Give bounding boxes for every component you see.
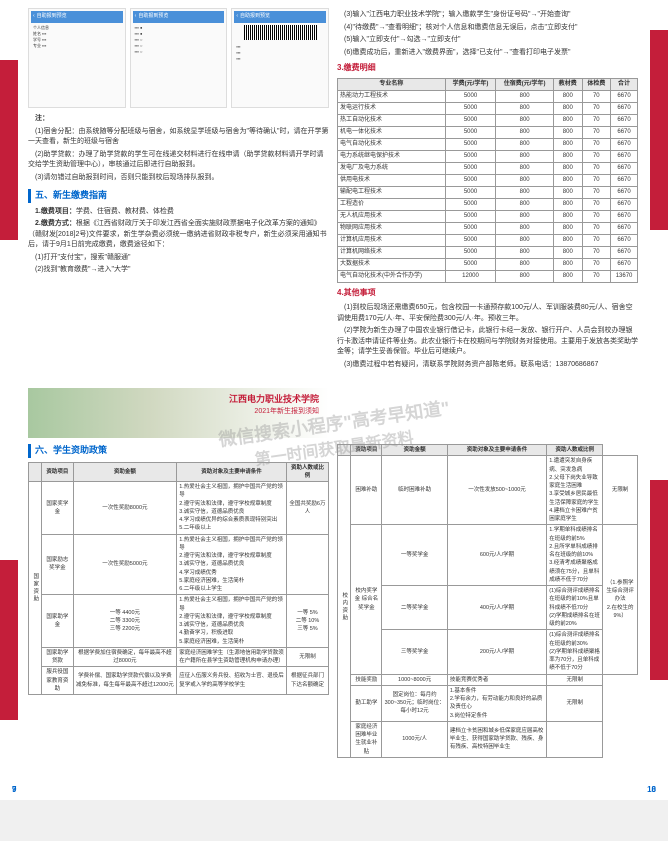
fee-header: 住宿费(元/学年) bbox=[496, 79, 554, 91]
other-2: (2)学院为新生办理了中国农业银行借记卡，此银行卡经一发放、银行开户、人员会到校… bbox=[337, 326, 638, 358]
aid-row: 校内资助困难补助临时困难补助一次性发放500~1000元1.遭遭突发自身疾病、突… bbox=[338, 456, 638, 525]
aid-row: 二等奖学金400元/人/学期(1)综合测评成绩排名在班级的前10%且单科成绩不低… bbox=[338, 586, 638, 630]
aid-row: 校内奖学金 综合名奖学金一等奖学金600元/人/学期1.学期单科成绩排名在班级的… bbox=[338, 525, 638, 586]
aid-row: 国家助学贷款根据学费加住宿费确定，每年最高不超过8000元家庭经济困难学生（生源… bbox=[29, 647, 329, 667]
fee-row: 计算机应用技术5000800800706670 bbox=[338, 235, 638, 247]
header-title: 江西电力职业技术学院 2021年新生报到须知 bbox=[229, 393, 319, 417]
phone-screenshot-2: ‹ 自助报到预览 ▪▪▪ ●▪▪▪ ●▪▪▪ ○▪▪▪ ○▪▪▪ ○ bbox=[130, 8, 228, 108]
red-decoration-left bbox=[0, 60, 18, 240]
red-decoration-right bbox=[650, 480, 668, 680]
back-icon: ‹ bbox=[33, 13, 35, 21]
aid-header: 资助项目 bbox=[42, 462, 73, 482]
section-5-title: 五、新生缴费指南 bbox=[28, 189, 329, 203]
document-container: ‹ 自助报到预览 个人信息姓名 ▪▪▪学号 ▪▪▪专业 ▪▪▪ ‹ 自助报到预览… bbox=[0, 0, 668, 800]
doc-subtitle: 2021年新生报到须知 bbox=[229, 407, 319, 418]
aid-table-left: 资助项目资助金额资助对象及主要申请条件资助人数或比例 国家资助国家奖学金一次性奖… bbox=[28, 462, 329, 696]
phone-screenshot-1: ‹ 自助报到预览 个人信息姓名 ▪▪▪学号 ▪▪▪专业 ▪▪▪ bbox=[28, 8, 126, 108]
page-9: 江西电力职业技术学院 2021年新生报到须知 六、学生资助政策 资助项目资助金额… bbox=[8, 388, 329, 792]
fee-header: 合计 bbox=[611, 79, 638, 91]
other-title: 4.其他事项 bbox=[337, 287, 638, 299]
aid-row: 国家资助国家奖学金一次性奖励8000元1.热爱社会主义祖国，拥护中国共产党的领导… bbox=[29, 482, 329, 535]
phone-header: ‹ 自助报到预览 bbox=[133, 11, 225, 23]
page-spread-9-10: 微信搜索小程序"高考早知道" 第一时间获取最新资料 江西电力职业技术学院 202… bbox=[0, 380, 668, 800]
item-2: 2.缴费方式：根据《江西省财政厅关于印发江西省全面实施财政票据电子化改革方案的通… bbox=[28, 219, 329, 251]
back-icon: ‹ bbox=[236, 13, 238, 21]
fee-header: 学费(元/学年) bbox=[445, 79, 495, 91]
fee-row: 热工自动化技术5000800800706670 bbox=[338, 115, 638, 127]
red-decoration-right bbox=[650, 30, 668, 230]
note-2: (2)助学贷款：办理了助学贷款的学生可在线递交材料进行在线申请（助学贷款材料请开… bbox=[28, 150, 329, 171]
fee-row: 输配电工程技术5000800800706670 bbox=[338, 187, 638, 199]
note-3: (3)请勿错过自助报到时间，否则只能到校后现场排队报到。 bbox=[28, 173, 329, 184]
aid-row: 国家励志奖学金一次性奖励5000元1.热爱社会主义祖国，拥护中国共产党的领导 2… bbox=[29, 534, 329, 595]
fee-row: 机电一体化技术5000800800706670 bbox=[338, 127, 638, 139]
aid-header: 资助金额 bbox=[73, 462, 177, 482]
aid-header: 资助人数或比例 bbox=[286, 462, 328, 482]
step-6: (6)缴费成功后，重新进入"缴费界面"，选择"已支付"→"查看打印电子发票" bbox=[337, 48, 638, 59]
item-1: 1.缴费项目：学费、住宿费、教材费、体检费 bbox=[28, 207, 329, 218]
barcode-icon bbox=[244, 25, 317, 40]
header-image: 江西电力职业技术学院 2021年新生报到须知 bbox=[28, 388, 329, 438]
other-1: (1)到校后现场还需缴费650元，包含校园一卡通预存款100元/人、军训服装费8… bbox=[337, 303, 638, 324]
aid-row: 三等奖学金200元/人/学期(1)综合测评成绩排名在班级的前30% (2)学期单… bbox=[338, 630, 638, 674]
fee-row: 电气自动化技术5000800800706670 bbox=[338, 139, 638, 151]
aid-row: 国家助学金一等 4400元 二等 3300元 三等 2200元1.热爱社会主义祖… bbox=[29, 595, 329, 648]
aid-header: 资助金额 bbox=[382, 445, 447, 456]
aid-row: 勤工助学固定岗位：每月约300~350元；临时岗位：每小时12元1.基本条件 2… bbox=[338, 685, 638, 721]
fee-row: 无人机应用技术5000800800706670 bbox=[338, 211, 638, 223]
school-name: 江西电力职业技术学院 bbox=[229, 393, 319, 407]
red-decoration-left bbox=[0, 560, 18, 720]
fee-row: 电气自动化技术(中外合作办学)120008008007013670 bbox=[338, 271, 638, 283]
aid-table-right: 资助项目资助金额资助对象及主要申请条件资助人数或比例 校内资助困难补助临时困难补… bbox=[337, 444, 638, 758]
aid-row: 技能奖励1000~8000元技能竞赛优秀者无限制 bbox=[338, 674, 638, 685]
step-4: (4)"待缴费"→"查看明细"；核对个人信息和缴费信息无误后，点击"立即支付" bbox=[337, 23, 638, 34]
phone-header: ‹ 自助报到预览 bbox=[234, 11, 326, 23]
step-2: (2)找到"教育缴费"→进入"大学" bbox=[28, 265, 329, 276]
fee-header: 教材费 bbox=[554, 79, 583, 91]
fee-row: 大数据技术5000800800706670 bbox=[338, 259, 638, 271]
page-10: 资助项目资助金额资助对象及主要申请条件资助人数或比例 校内资助困难补助临时困难补… bbox=[337, 388, 660, 792]
fee-row: 发电厂及电力系统5000800800706670 bbox=[338, 163, 638, 175]
aid-header: 资助对象及主要申请条件 bbox=[447, 445, 546, 456]
aid-category: 国家资助 bbox=[29, 482, 42, 695]
note-1: (1)宿舍分配：由系统随等分配班级与宿舍，如系统显学班级与宿舍为"等待确认"时，… bbox=[28, 127, 329, 148]
aid-row: 服兵役国家教育资助学费补偿、国家助学贷款代偿以及学费减免标准，每生每年最高不超过… bbox=[29, 667, 329, 695]
page-number-10: 10 bbox=[647, 784, 656, 796]
aid-header: 资助项目 bbox=[351, 445, 382, 456]
back-icon: ‹ bbox=[135, 13, 137, 21]
aid-header bbox=[29, 462, 42, 482]
fee-row: 计算机网络技术5000800800706670 bbox=[338, 247, 638, 259]
page-8: (3)输入"江西电力职业技术学院"；输入缴款学生"身份证号码"→"开始查询" (… bbox=[337, 8, 660, 372]
step-5: (5)输入"立即支付"→勾选→"立即支付" bbox=[337, 35, 638, 46]
fee-title: 3.缴费明细 bbox=[337, 62, 638, 74]
aid-header: 资助人数或比例 bbox=[547, 445, 603, 456]
fee-header: 体检费 bbox=[582, 79, 611, 91]
fee-row: 热能动力工程技术5000800800706670 bbox=[338, 91, 638, 103]
aid-header bbox=[338, 445, 351, 456]
fee-header: 专业名称 bbox=[338, 79, 446, 91]
phone-header: ‹ 自助报到预览 bbox=[31, 11, 123, 23]
phone-screenshot-3: ‹ 自助报到预览 ▪▪▪▪▪▪▪▪▪ bbox=[231, 8, 329, 108]
page-spread-7-8: ‹ 自助报到预览 个人信息姓名 ▪▪▪学号 ▪▪▪专业 ▪▪▪ ‹ 自助报到预览… bbox=[0, 0, 668, 380]
other-3: (3)缴费过程中若有疑问，清联系学院财务资产部陈老师。联系电话：13870686… bbox=[337, 360, 638, 371]
fee-row: 工程造价5000800800706670 bbox=[338, 199, 638, 211]
fee-row: 物联网应用技术5000800800706670 bbox=[338, 223, 638, 235]
fee-row: 发电运行技术5000800800706670 bbox=[338, 103, 638, 115]
phone-screenshots: ‹ 自助报到预览 个人信息姓名 ▪▪▪学号 ▪▪▪专业 ▪▪▪ ‹ 自助报到预览… bbox=[28, 8, 329, 108]
fee-table: 专业名称学费(元/学年)住宿费(元/学年)教材费体检费合计 热能动力工程技术50… bbox=[337, 78, 638, 283]
fee-row: 电力系统继电保护技术5000800800706670 bbox=[338, 151, 638, 163]
page-number-9: 9 bbox=[12, 784, 16, 796]
aid-category: 校内资助 bbox=[338, 456, 351, 758]
aid-row: 家庭经济困难毕业生就业补贴1000元/人建档立卡贫困和城乡低保家庭应届高校毕业生… bbox=[338, 721, 638, 757]
step-1: (1)打开"支付宝"，搜索"赣服通" bbox=[28, 253, 329, 264]
step-3: (3)输入"江西电力职业技术学院"；输入缴款学生"身份证号码"→"开始查询" bbox=[337, 10, 638, 21]
fee-row: 供用电技术5000800800706670 bbox=[338, 175, 638, 187]
note-label: 注： bbox=[35, 115, 49, 122]
aid-header: 资助对象及主要申请条件 bbox=[177, 462, 287, 482]
page-7: ‹ 自助报到预览 个人信息姓名 ▪▪▪学号 ▪▪▪专业 ▪▪▪ ‹ 自助报到预览… bbox=[8, 8, 329, 372]
section-6-title: 六、学生资助政策 bbox=[28, 444, 329, 458]
